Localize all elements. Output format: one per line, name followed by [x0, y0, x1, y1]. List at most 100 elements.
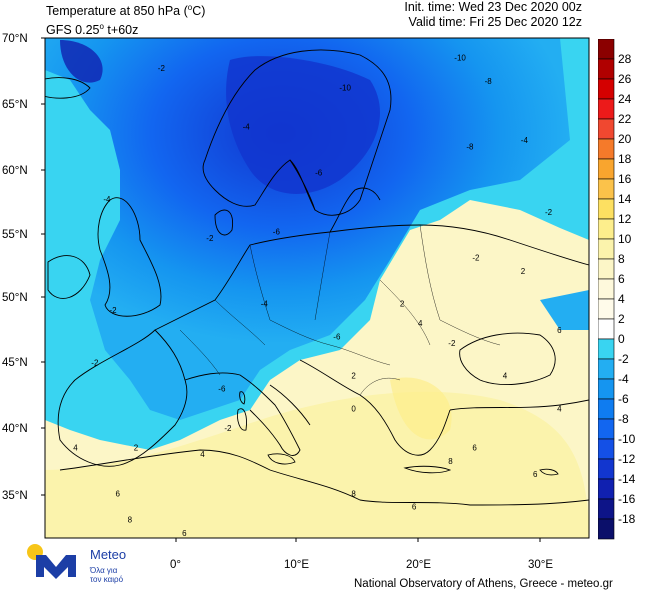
contour-label: -8 — [466, 142, 474, 151]
map-field — [45, 38, 589, 538]
contour-label: 6 — [533, 470, 538, 479]
colorbar-label: 10 — [618, 232, 632, 246]
lat-label: 40°N — [2, 423, 28, 435]
colorbar-box — [598, 258, 615, 280]
colorbar: 2826242220181614121086420-2-4-6-8-10-12-… — [598, 39, 636, 540]
contour-label: 6 — [472, 444, 477, 453]
colorbar-label: -6 — [618, 392, 629, 406]
colorbar-box — [598, 178, 615, 200]
logo-tagline: Όλα για τον καιρό — [90, 566, 123, 584]
cold-core-northwest — [60, 40, 103, 83]
contour-label: 4 — [200, 450, 205, 459]
lon-label: 0° — [170, 559, 181, 571]
latitude-labels: 70°N 65°N 60°N 55°N 50°N 45°N 40°N 35°N — [2, 33, 28, 502]
cold-field-core — [45, 38, 570, 420]
lat-label: 35°N — [2, 490, 28, 502]
cold-core-scandinavia — [226, 56, 380, 194]
contour-label: -10 — [339, 83, 351, 92]
contour-label: -2 — [110, 306, 118, 315]
colorbar-box — [598, 298, 615, 320]
contour-label: -6 — [218, 385, 226, 394]
colorbar-box — [598, 478, 615, 500]
title-text: Temperature at 850 hPa ( — [46, 4, 188, 19]
colorbar-box — [598, 418, 615, 440]
contour-label: -2 — [91, 359, 99, 368]
contour-label: -6 — [315, 169, 323, 178]
logo-tagline-line2: τον καιρό — [90, 575, 124, 584]
title-unit: C) — [192, 4, 206, 19]
colorbar-box — [598, 118, 615, 140]
logo-name: Meteo — [90, 547, 127, 562]
colorbar-label: 6 — [618, 272, 625, 286]
colorbar-box — [598, 518, 615, 540]
colorbar-label: 12 — [618, 212, 632, 226]
colorbar-box — [598, 238, 615, 260]
contour-label: 6 — [182, 529, 187, 538]
meteo-logo — [27, 544, 76, 579]
colorbar-label: -18 — [618, 512, 636, 526]
country-borders — [179, 224, 501, 396]
contour-label: 6 — [412, 503, 417, 512]
contour-labels: -10 -2 -4 -10 -8 -8 -6 -4 -2 -4 -2 -6 -2 -4 -6 -2 -2 -2 -6… — [73, 53, 562, 538]
colorbar-box — [598, 338, 615, 360]
contour-label: -8 — [485, 77, 493, 86]
contour-label: -2 — [206, 234, 214, 243]
axis-ticks — [41, 37, 541, 542]
colorbar-box — [598, 58, 615, 80]
colorbar-label: 0 — [618, 332, 625, 346]
colorbar-label: 26 — [618, 72, 632, 86]
colorbar-boxes — [598, 39, 615, 540]
longitude-labels: 0° 10°E 20°E 30°E — [170, 559, 553, 571]
coastlines — [45, 49, 589, 506]
colorbar-label: 14 — [618, 192, 632, 206]
contour-label: 2 — [521, 267, 526, 276]
lat-label: 50°N — [2, 292, 28, 304]
time-block: Init. time: Wed 23 Dec 2020 00z Valid ti… — [404, 0, 582, 30]
cold-tongue-east — [540, 290, 589, 330]
footer-credit: National Observatory of Athens, Greece -… — [354, 578, 613, 590]
colorbar-box — [598, 218, 615, 240]
contour-label: 4 — [418, 319, 423, 328]
contour-label: 8 — [448, 457, 453, 466]
init-time: Init. time: Wed 23 Dec 2020 00z — [404, 0, 582, 14]
warm-field-mediterranean — [45, 391, 589, 538]
colorbar-label: -4 — [618, 372, 629, 386]
contour-label: 4 — [503, 372, 508, 381]
model-step: t+60z — [103, 23, 139, 38]
colorbar-label: 16 — [618, 172, 632, 186]
contour-label: 4 — [557, 404, 562, 413]
contour-label: 2 — [351, 372, 356, 381]
colorbar-labels: 2826242220181614121086420-2-4-6-8-10-12-… — [618, 52, 636, 526]
contour-label: -6 — [273, 228, 281, 237]
contour-label: 0 — [351, 404, 356, 413]
logo-tagline-line1: Όλα για — [90, 566, 118, 575]
colorbar-box — [598, 498, 615, 520]
lon-label: 20°E — [406, 559, 431, 571]
colorbar-box — [598, 198, 615, 220]
title-degree: o — [187, 3, 193, 12]
colorbar-box — [598, 378, 615, 400]
model-run: GFS 0.25o t+60z — [46, 19, 205, 38]
lat-label: 70°N — [2, 33, 28, 45]
colorbar-box — [598, 78, 615, 100]
colorbar-box — [598, 158, 615, 180]
contour-label: -10 — [454, 53, 466, 62]
colorbar-label: 18 — [618, 152, 632, 166]
warm-core-greece — [390, 377, 452, 440]
contour-label: -4 — [521, 136, 529, 145]
logo-mark-icon — [36, 555, 76, 579]
contour-label: -2 — [224, 424, 232, 433]
colorbar-label: -14 — [618, 472, 636, 486]
colorbar-box — [598, 318, 615, 340]
lon-label: 30°E — [528, 559, 553, 571]
model-degree: o — [99, 22, 104, 32]
contour-label: -4 — [261, 300, 269, 309]
map-frame — [44, 37, 590, 539]
contour-label: -4 — [243, 123, 251, 132]
contour-label: -2 — [448, 339, 456, 348]
contour-label: 6 — [116, 490, 121, 499]
lat-label: 55°N — [2, 229, 28, 241]
colorbar-label: -8 — [618, 412, 629, 426]
contour-label: -2 — [158, 64, 166, 73]
map-title: Temperature at 850 hPa (oC) — [46, 0, 205, 19]
